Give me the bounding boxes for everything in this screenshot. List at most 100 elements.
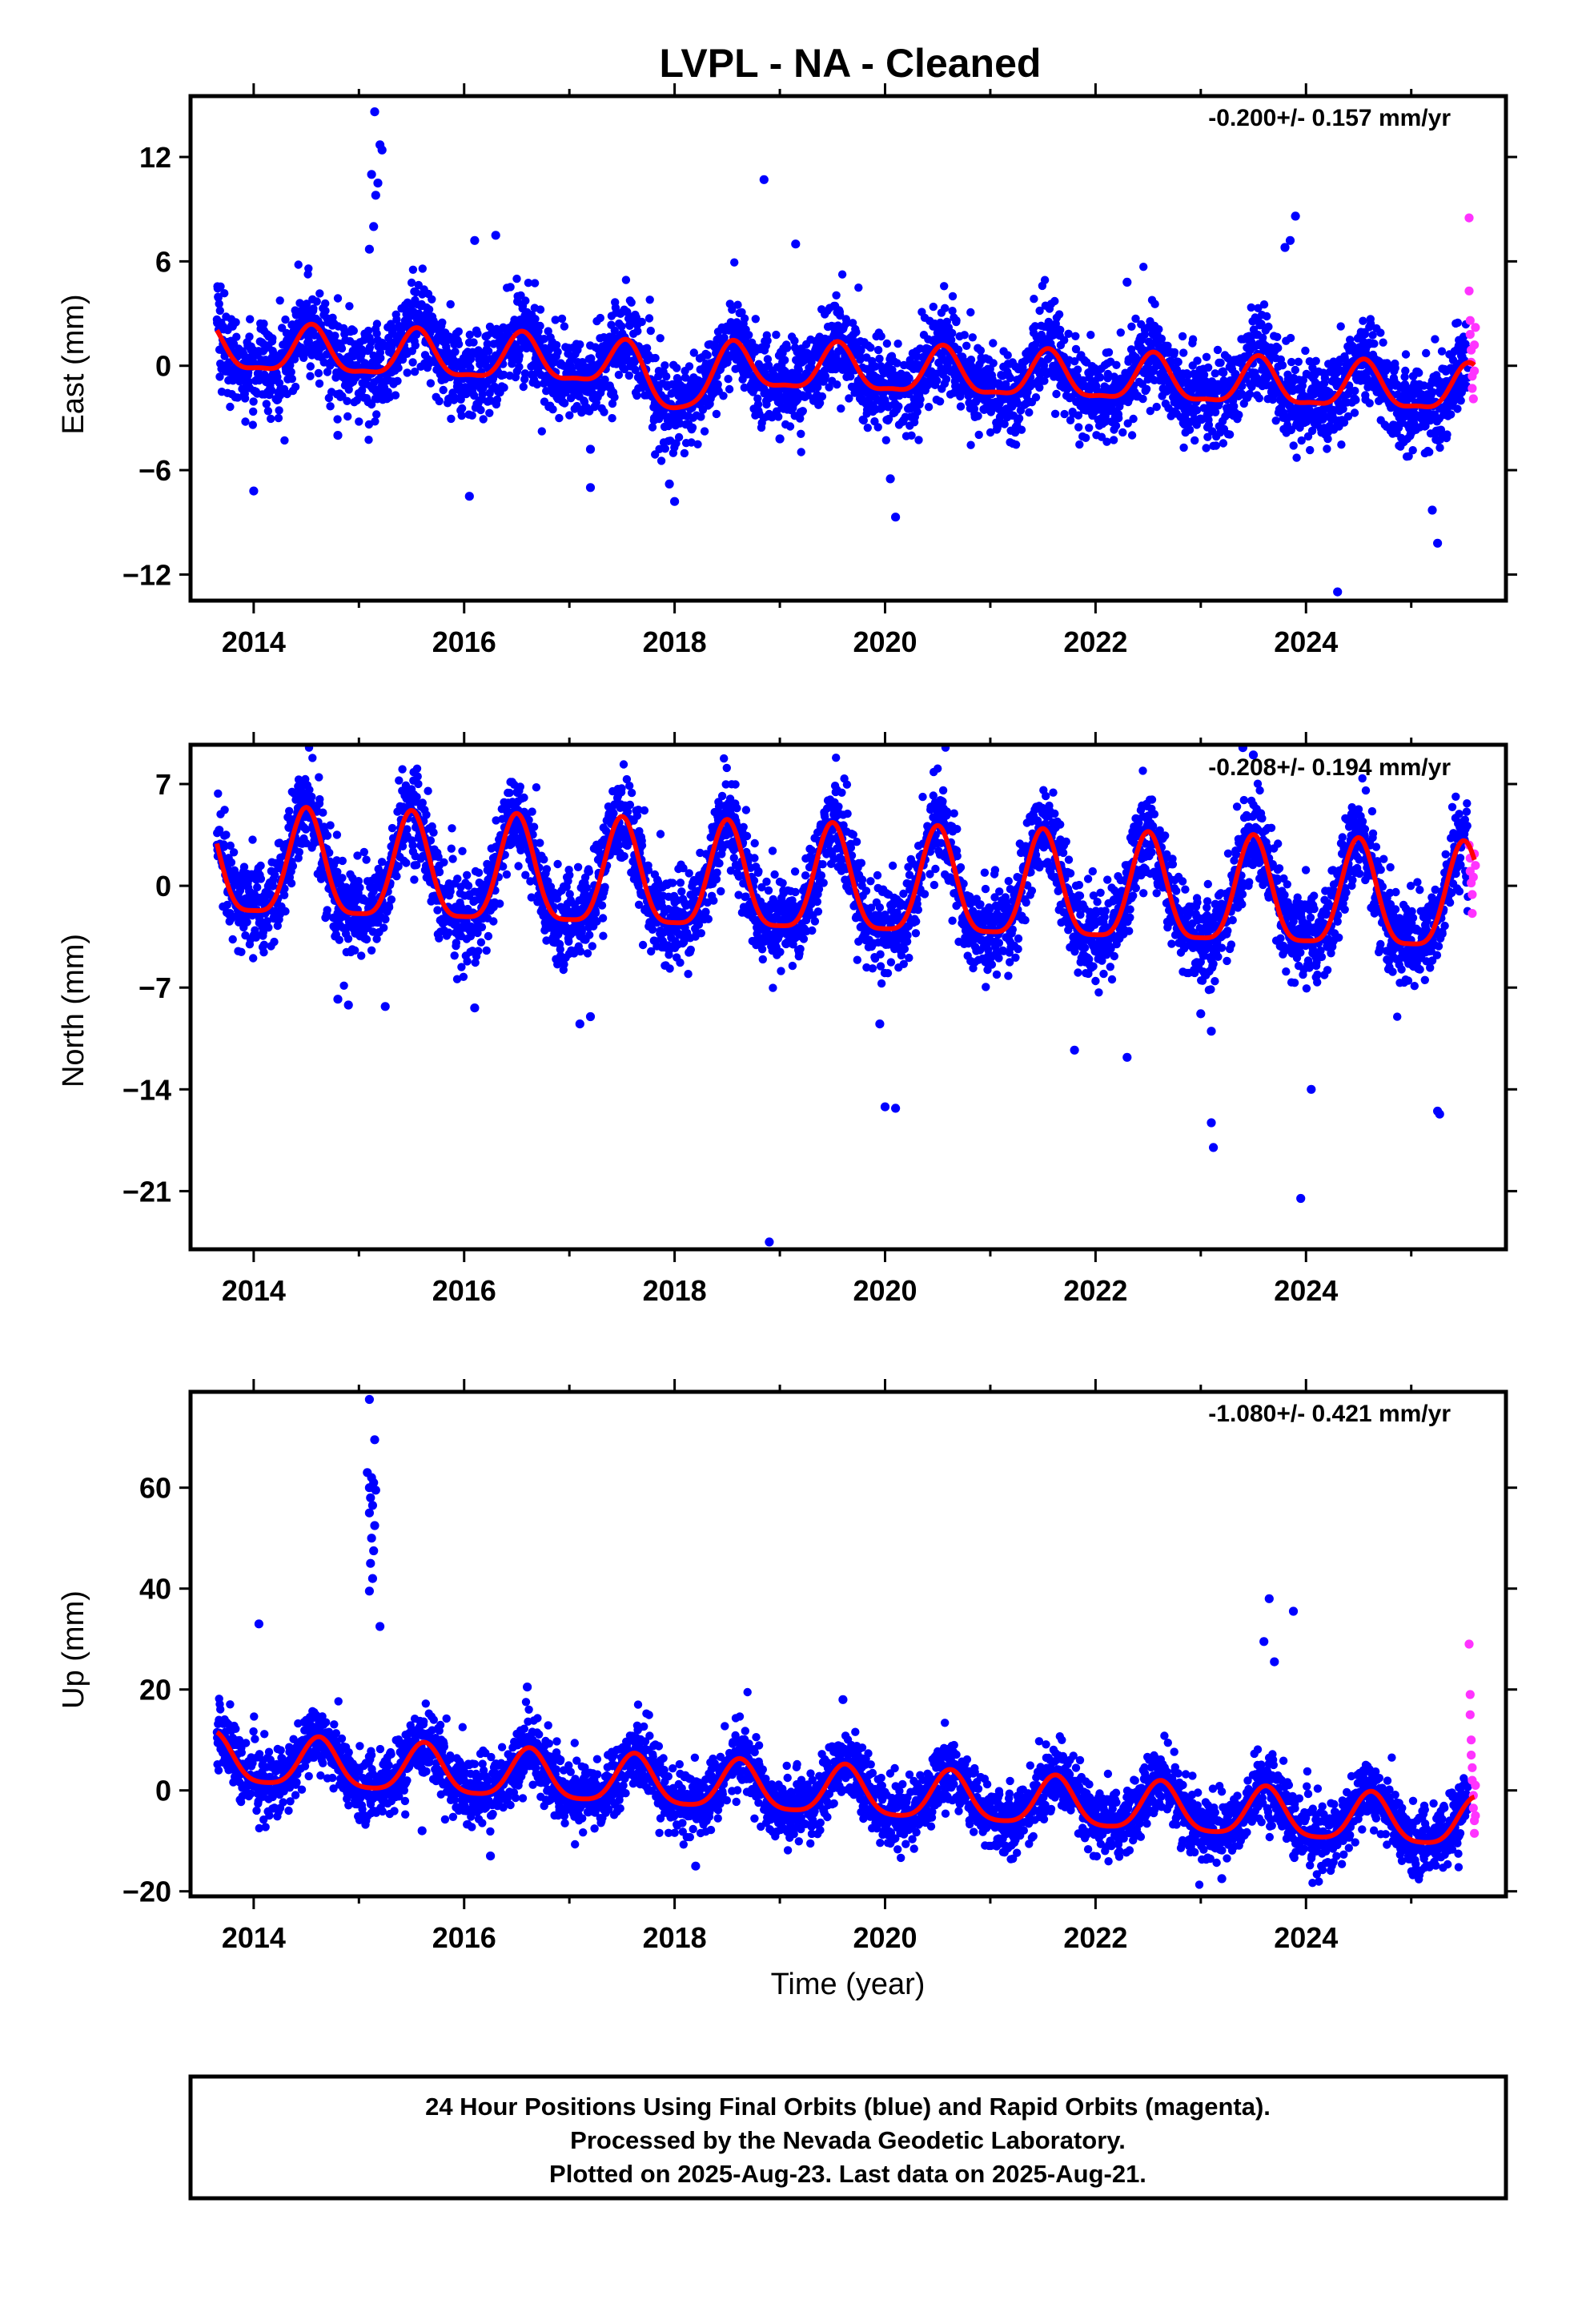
east-point (1114, 413, 1123, 423)
east-outlier-point (1433, 538, 1443, 548)
east-point (1138, 394, 1147, 404)
east-point (1013, 399, 1022, 408)
east-point (1435, 443, 1444, 452)
north-point (332, 830, 342, 839)
east-point (913, 408, 921, 416)
east-x-tick-label: 2018 (643, 625, 707, 658)
east-point (352, 396, 361, 405)
east-point (1370, 340, 1379, 348)
east-point (894, 402, 903, 411)
north-point (384, 903, 394, 912)
north-point (295, 847, 303, 857)
east-point (873, 423, 882, 432)
east-point (449, 396, 459, 404)
east-point (685, 362, 694, 371)
east-point (1170, 348, 1179, 357)
north-point (308, 754, 317, 762)
east-point (832, 291, 841, 300)
east-point (782, 344, 792, 352)
north-point (307, 792, 316, 802)
east-point (1152, 402, 1161, 412)
north-point (359, 847, 368, 857)
east-point (1006, 373, 1015, 383)
east-point (893, 340, 902, 348)
east-point (447, 414, 456, 424)
east-point (1179, 348, 1188, 357)
east-point (287, 368, 295, 376)
east-point (1286, 333, 1295, 343)
east-point (817, 392, 827, 401)
north-point (214, 789, 223, 798)
north-point (448, 854, 457, 863)
east-point (1376, 328, 1385, 337)
east-point (1056, 325, 1065, 335)
east-point (1263, 312, 1271, 321)
north-point (338, 856, 347, 866)
east-point (673, 364, 681, 372)
north-point (256, 861, 265, 870)
east-point (1422, 348, 1431, 358)
east-point (408, 265, 418, 274)
east-point (263, 407, 273, 416)
east-point (656, 334, 665, 343)
east-point (1453, 404, 1462, 413)
east-point (1425, 448, 1434, 456)
east-point (323, 368, 332, 376)
east-point (1291, 365, 1300, 375)
east-point (560, 399, 569, 408)
east-point (280, 436, 289, 445)
east-point (745, 331, 753, 340)
east-point (960, 331, 969, 340)
north-point (367, 946, 376, 955)
east-point (1150, 300, 1159, 308)
east-point (1271, 416, 1280, 425)
east-point (662, 372, 671, 381)
east-x-tick-label: 2024 (1274, 625, 1338, 658)
north-point (450, 951, 459, 960)
north-point (335, 935, 343, 944)
east-point (624, 371, 633, 380)
north-point (379, 923, 388, 932)
east-point (1351, 396, 1360, 404)
east-point (873, 345, 883, 355)
east-point (1179, 443, 1188, 452)
east-point (1274, 344, 1283, 352)
east-point (337, 344, 347, 353)
east-point (1086, 331, 1095, 340)
east-point (344, 385, 353, 394)
east-point (693, 440, 702, 448)
east-point (243, 368, 253, 377)
east-point (1050, 409, 1060, 418)
east-point (1154, 325, 1163, 334)
east-point (837, 404, 845, 413)
east-point (333, 294, 343, 303)
east-point (600, 408, 608, 416)
east-point (719, 392, 728, 400)
north-point (315, 794, 324, 804)
east-outlier-point (373, 179, 383, 188)
east-point (480, 354, 488, 363)
east-point (781, 356, 789, 364)
east-point (724, 375, 733, 384)
east-point (1245, 389, 1255, 399)
east-point (1054, 310, 1064, 319)
north-point (326, 821, 335, 830)
east-point (560, 322, 569, 331)
east-point (215, 300, 223, 308)
east-point (393, 376, 402, 385)
north-point (429, 828, 438, 837)
east-point (478, 390, 487, 399)
east-point (492, 395, 502, 404)
east-point (1142, 384, 1151, 393)
east-point (1178, 332, 1187, 341)
east-outlier-point (364, 244, 374, 254)
east-point (1111, 421, 1121, 430)
east-point (321, 306, 330, 316)
east-point (483, 340, 492, 348)
east-point (548, 405, 557, 414)
east-y-tick-label: 0 (155, 350, 171, 383)
north-point (446, 887, 455, 896)
north-point (339, 981, 348, 991)
east-point (542, 387, 551, 396)
north-point (424, 786, 432, 795)
